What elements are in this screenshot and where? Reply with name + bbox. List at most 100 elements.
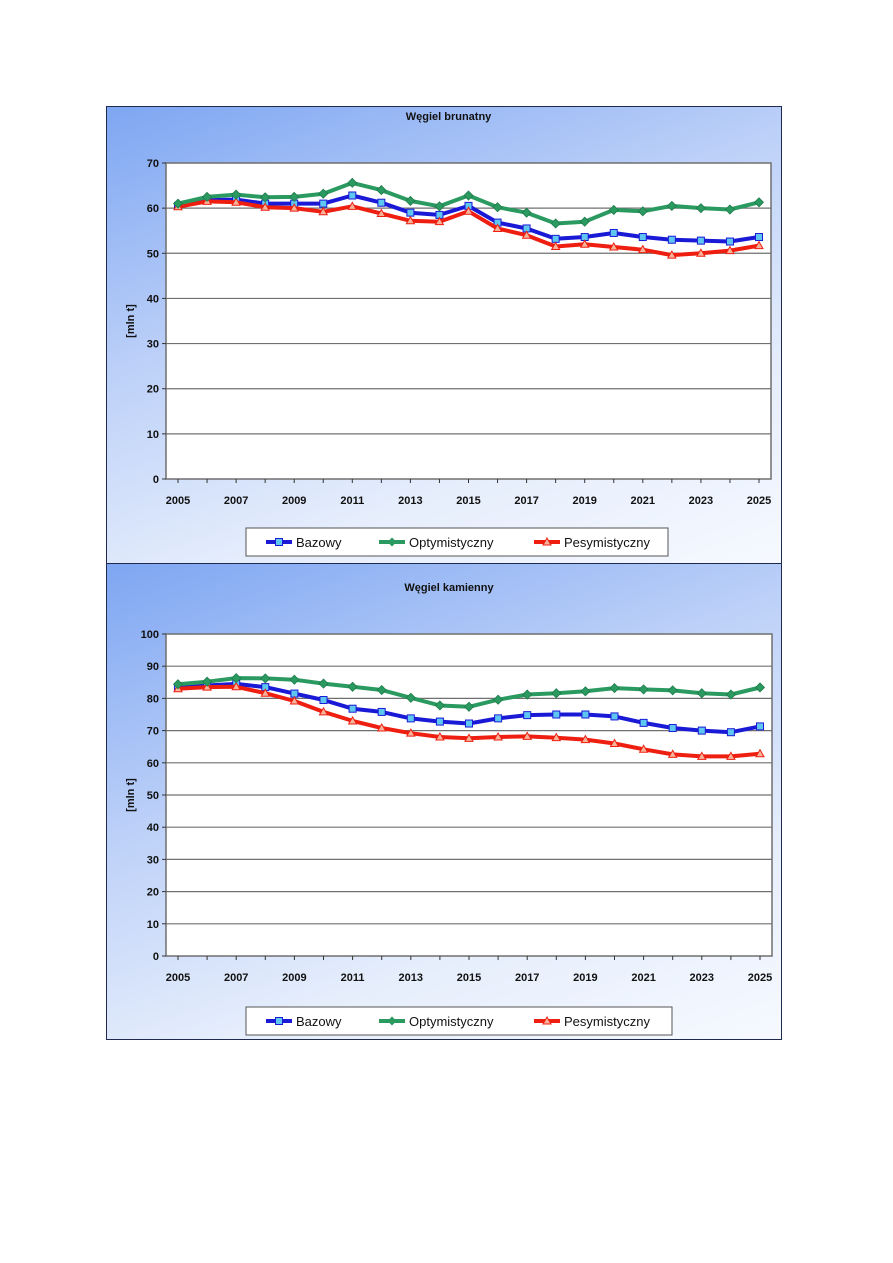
point-optymistyczny [493,694,504,705]
chart-lignite-svg: Węgiel brunatny 0 10 20 30 40 50 60 70 2005 2007 20… [125,111,772,557]
point-pesymistyczny [550,241,561,251]
y-axis-label: [mln t] [125,778,137,812]
y-tick-label: 70 [147,158,159,170]
point-optymistyczny [580,686,591,697]
point-bazowy [581,710,590,719]
point-optymistyczny [724,204,736,215]
point-bazowy [756,722,764,731]
point-bazowy [552,710,561,719]
point-bazowy [465,719,473,728]
point-pesymistyczny [580,734,591,744]
point-optymistyczny [231,673,242,684]
point-optymistyczny [318,188,329,199]
x-tick-label: 2009 [282,972,306,984]
point-pesymistyczny [754,240,764,250]
point-optymistyczny [376,684,387,696]
x-tick-label: 2011 [340,495,364,507]
point-pesymistyczny [435,732,445,741]
y-tick-label: 50 [147,790,159,802]
y-tick-label: 50 [147,248,159,260]
plot-area [165,162,772,480]
chart-title: Węgiel brunatny [406,111,492,123]
point-pesymistyczny [725,245,735,255]
point-optymistyczny [695,203,706,214]
legend-label-optymistyczny: Optymistyczny [409,535,494,550]
point-bazowy [639,718,648,727]
x-tick-label: 2023 [690,972,714,984]
point-optymistyczny [172,198,184,209]
point-optymistyczny [463,701,475,712]
point-pesymistyczny [347,715,358,725]
point-pesymistyczny [463,206,474,215]
point-optymistyczny [492,202,503,213]
x-tick-label: 2005 [166,972,190,984]
y-tick-label: 20 [147,384,159,396]
point-pesymistyczny [318,706,329,716]
x-tick-label: 2025 [748,972,772,984]
point-bazowy [697,726,706,735]
point-optymistyczny [638,684,649,695]
x-tick-label: 2021 [631,495,655,507]
y-tick-label: 30 [147,339,159,351]
point-pesymistyczny [726,751,736,760]
point-bazowy [725,237,734,246]
point-bazowy [348,704,357,713]
point-pesymistyczny [231,681,242,691]
point-pesymistyczny [318,206,329,216]
point-pesymistyczny [579,239,590,248]
point-optymistyczny [347,681,358,692]
point-pesymistyczny [666,250,677,259]
y-tick-label: 20 [147,887,159,899]
point-bazowy [319,199,328,208]
point-optymistyczny [725,689,736,700]
point-bazowy [435,717,444,726]
legend-box [245,1006,673,1036]
point-bazowy [610,712,619,721]
point-optymistyczny [753,197,765,208]
point-optymistyczny [637,206,648,217]
point-pesymistyczny [405,728,416,737]
point-optymistyczny [289,191,300,202]
x-tick-label: 2009 [282,495,306,507]
x-tick-label: 2017 [514,495,538,507]
point-pesymistyczny [231,197,241,206]
x-tick-label: 2007 [224,495,248,507]
point-pesymistyczny [638,744,649,753]
legend-marker-pesymistyczny [542,1015,552,1025]
legend-marker-bazowy [275,538,283,546]
legend-marker-optymistyczny [387,537,397,547]
point-pesymistyczny [667,749,678,758]
point-pesymistyczny [696,248,706,257]
point-optymistyczny [347,177,358,188]
point-optymistyczny [405,195,416,206]
point-pesymistyczny [464,733,474,742]
point-pesymistyczny [260,688,271,697]
y-tick-label: 40 [147,293,159,305]
point-optymistyczny [609,683,620,694]
point-optymistyczny [666,200,677,211]
y-tick-label: 0 [153,474,159,486]
legend-label-optymistyczny: Optymistyczny [409,1014,494,1029]
x-tick-label: 2013 [399,972,423,984]
x-tick-label: 2017 [515,972,539,984]
chart-lignite: Węgiel brunatny 0 10 20 30 40 50 60 70 2005 2007 20… [106,106,782,565]
point-pesymistyczny [493,732,503,741]
point-optymistyczny [289,674,300,685]
point-optymistyczny [318,678,329,689]
point-optymistyczny [754,682,766,693]
x-tick-label: 2025 [747,495,771,507]
point-bazowy [406,714,415,723]
point-optymistyczny [260,673,271,684]
legend-label-pesymistyczny: Pesymistyczny [564,1014,650,1029]
chart-title: Węgiel kamienny [404,582,494,594]
y-tick-label: 60 [147,758,159,770]
point-pesymistyczny [434,216,445,226]
x-tick-label: 2019 [573,972,597,984]
point-pesymistyczny [551,732,562,742]
x-tick-label: 2023 [689,495,713,507]
legend-box [245,527,669,557]
y-axis-label: [mln t] [125,304,137,338]
legend-marker-optymistyczny [387,1016,397,1026]
point-optymistyczny [667,685,678,696]
x-tick-label: 2019 [572,495,596,507]
